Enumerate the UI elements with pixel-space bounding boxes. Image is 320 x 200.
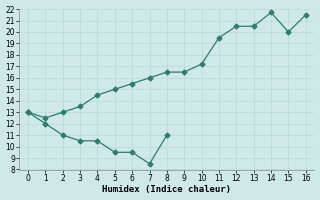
X-axis label: Humidex (Indice chaleur): Humidex (Indice chaleur) [102,185,231,194]
